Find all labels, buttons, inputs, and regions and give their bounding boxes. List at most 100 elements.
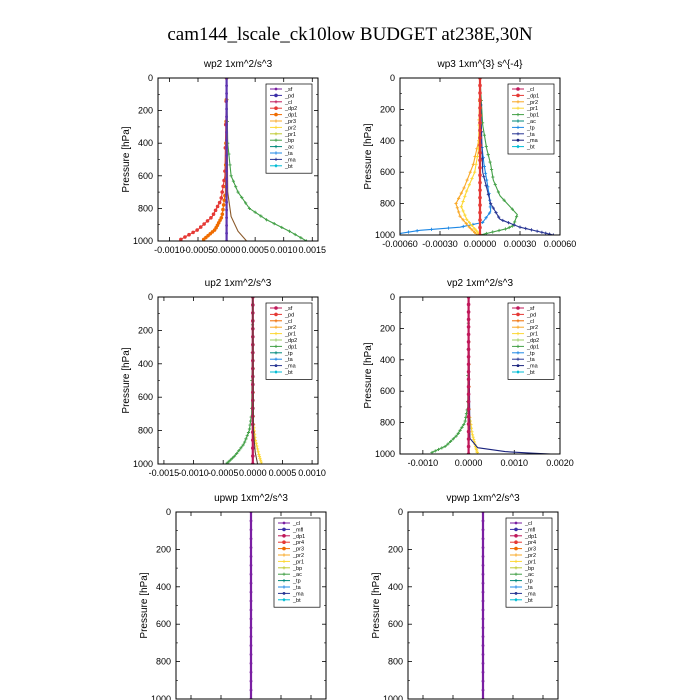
- series-marker: [551, 233, 555, 235]
- legend-marker: [516, 357, 520, 361]
- legend: _cl_mfl_dp1_pr4_pr3_pr2_pr1_bp_ac_tp_ta_…: [273, 517, 321, 608]
- y-tick-label: 200: [156, 544, 171, 554]
- series-marker: [475, 154, 479, 159]
- legend-entry: _dp1: [292, 534, 305, 540]
- legend-entry: _ta: [284, 357, 294, 363]
- legend-marker: [514, 592, 518, 595]
- legend-entry: _ac: [524, 572, 534, 578]
- legend-marker: [274, 351, 278, 355]
- series-marker: [478, 113, 482, 118]
- series-marker: [202, 222, 206, 226]
- series-marker: [225, 92, 228, 95]
- series-marker: [463, 419, 467, 423]
- x-tick-label: -0.0010: [178, 468, 209, 478]
- series-marker: [467, 220, 471, 225]
- x-tick-label: -0.00030: [422, 239, 458, 249]
- series-marker: [451, 437, 455, 441]
- legend-entry: _sf: [284, 306, 293, 312]
- series-marker: [256, 450, 260, 454]
- series-marker: [249, 661, 253, 665]
- legend-box: [265, 83, 313, 174]
- series-marker: [249, 608, 253, 612]
- series-marker: [510, 224, 514, 228]
- y-tick-label: 1000: [133, 236, 153, 246]
- legend-entry: _pr3: [524, 547, 536, 553]
- series-marker: [481, 528, 485, 532]
- legend-entry: _tp: [524, 579, 533, 585]
- series-line-unnamed-10: [455, 78, 481, 235]
- y-tick-label: 400: [380, 355, 395, 365]
- legend-entry: _pr4: [524, 540, 536, 546]
- series-marker: [213, 208, 218, 213]
- series-marker: [478, 121, 482, 125]
- series-marker: [198, 225, 203, 229]
- series-marker: [243, 440, 247, 444]
- series-marker: [225, 99, 228, 103]
- series-marker: [484, 184, 488, 188]
- series-marker: [249, 572, 253, 576]
- series-marker: [220, 190, 224, 194]
- legend-marker: [514, 566, 518, 570]
- legend-entry: _pr2: [526, 325, 538, 331]
- series-marker: [225, 185, 228, 189]
- y-tick-label: 400: [138, 359, 153, 369]
- plot-frame: [399, 296, 561, 455]
- y-axis-label: Pressure [hPa]: [371, 572, 382, 638]
- series-marker: [465, 178, 469, 182]
- series-marker: [481, 590, 485, 594]
- series-marker: [478, 218, 482, 222]
- legend-marker: [274, 106, 278, 110]
- series-marker: [251, 454, 255, 458]
- series-marker: [469, 426, 474, 430]
- legend-marker: [282, 559, 286, 563]
- series-marker: [240, 195, 244, 200]
- panel-title: wp3 1xm^{3} s^{-4}: [437, 59, 524, 70]
- legend-entry: _dp2: [284, 106, 297, 112]
- series-marker: [486, 153, 490, 157]
- legend-marker: [274, 87, 278, 91]
- series-marker: [475, 233, 479, 235]
- series-marker: [547, 232, 552, 235]
- series-marker: [463, 213, 467, 217]
- series-line-_bp1: [479, 78, 518, 235]
- series-marker: [466, 444, 471, 449]
- legend-marker: [282, 566, 286, 570]
- series-marker: [225, 84, 228, 88]
- legend-marker: [514, 527, 518, 532]
- series-marker: [219, 196, 224, 200]
- plot-frame: [407, 511, 559, 700]
- series-marker: [491, 230, 495, 234]
- legend-marker: [516, 351, 520, 355]
- legend-entry: _tp: [292, 579, 301, 585]
- series-lines: [481, 512, 485, 699]
- legend-entry: _pr2: [526, 100, 538, 106]
- legend-marker: [516, 344, 520, 348]
- series-marker: [225, 224, 228, 227]
- legend-marker: [282, 572, 286, 576]
- legend-entry: _pr2: [284, 125, 296, 131]
- legend-entry: _bp: [284, 138, 294, 144]
- series-marker: [225, 115, 228, 119]
- series-marker: [257, 454, 262, 458]
- series-line-unnamed-11: [460, 78, 481, 235]
- legend-entry: _sf: [284, 87, 293, 93]
- series-marker: [466, 384, 471, 389]
- y-tick-label: 600: [156, 619, 171, 629]
- series-marker: [478, 225, 482, 230]
- y-tick-label: 800: [156, 657, 171, 667]
- series-marker: [225, 130, 228, 134]
- legend-marker: [274, 157, 278, 161]
- series-marker: [249, 555, 253, 558]
- series-marker: [406, 230, 411, 234]
- series-marker: [481, 581, 485, 585]
- series-marker: [478, 136, 482, 140]
- plot-frame: [175, 511, 327, 700]
- x-tick-label: -0.0010: [408, 458, 439, 468]
- panel-2: wp3 1xm^{3} s^{-4} Pressure [hPa] 0 200 400 6…: [363, 59, 576, 249]
- legend-marker: [274, 364, 278, 367]
- series-marker: [466, 399, 471, 404]
- legend-entry: _ta: [284, 151, 294, 157]
- series-marker: [249, 670, 253, 674]
- legend-entry: _cl: [292, 521, 300, 527]
- series-marker: [460, 425, 464, 429]
